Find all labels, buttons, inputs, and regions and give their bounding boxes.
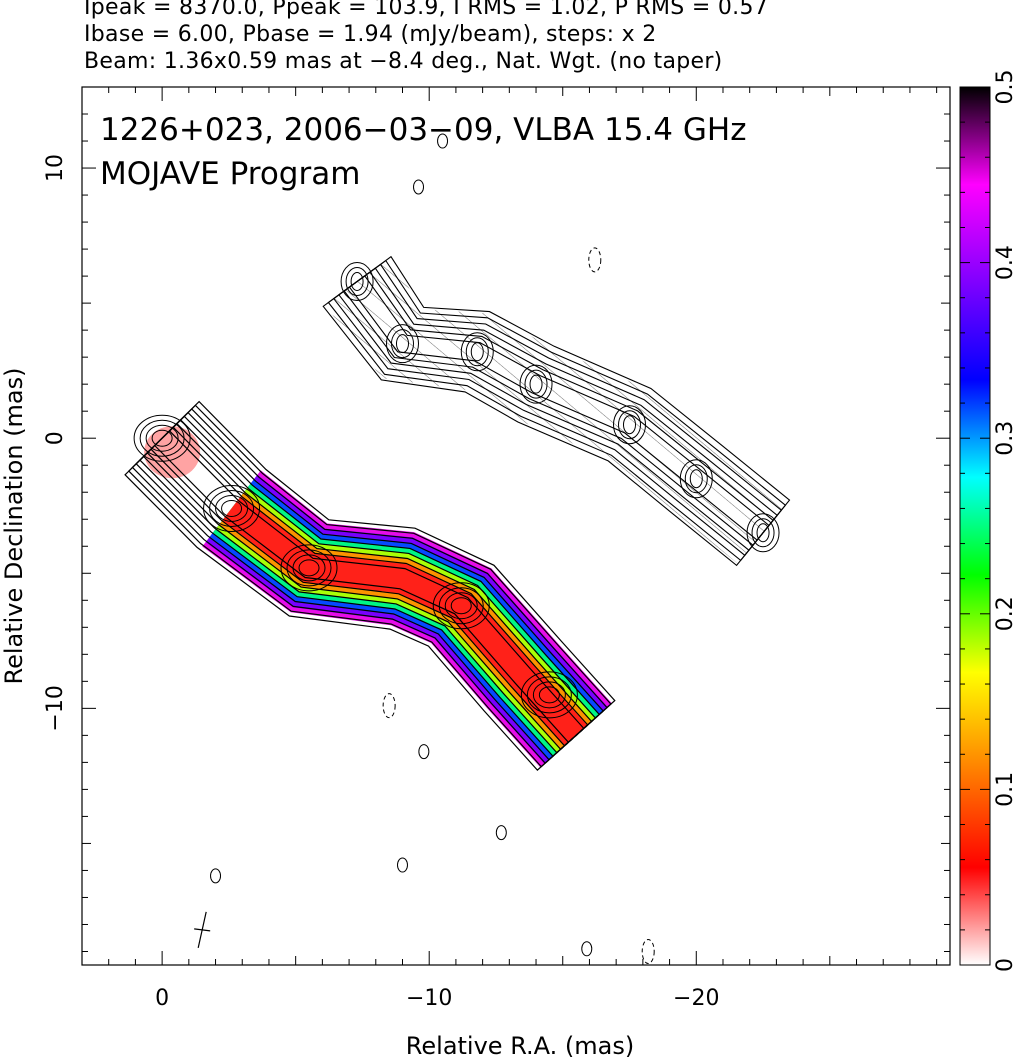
component-contour (432, 582, 490, 630)
polarized-contour (348, 275, 770, 541)
colorbar-tick-label: 0.2 (993, 596, 1018, 631)
polarized-knot-contour (613, 405, 647, 445)
noise-island (413, 179, 425, 195)
component-contour (532, 681, 566, 709)
component-contour (526, 676, 572, 714)
header-line-3: Beam: 1.36x0.59 mas at −8.4 deg., Nat. W… (84, 49, 723, 74)
plot-content (124, 133, 791, 964)
polarized-knot-contour (340, 262, 374, 302)
noise-island (495, 825, 507, 841)
component-contour (538, 686, 560, 704)
polarized-knot-contour (751, 518, 775, 548)
component-contour (520, 671, 578, 719)
polarized-contour (327, 259, 787, 562)
polarized-knot-contour (756, 523, 770, 543)
axes-ticks: 0 −10 −20 10 0 −10 (43, 87, 950, 1011)
intensity-contour (131, 408, 608, 765)
polarized-contour (343, 271, 774, 546)
component-contour (203, 484, 261, 532)
header-line-2: Ibase = 6.00, Pbase = 1.94 (mJy/beam), s… (84, 22, 657, 47)
plot-title: 1226+023, 2006−03−09, VLBA 15.4 GHz (100, 112, 746, 148)
noise-island (418, 744, 430, 760)
component-contour (444, 592, 478, 620)
polarized-knot-contour (689, 469, 703, 489)
polarized-knot-contour (679, 459, 713, 499)
noise-island (437, 133, 449, 149)
x-axis-title: Relative R.A. (mas) (406, 1032, 634, 1060)
polarized-contour (332, 263, 783, 557)
intensity-contour (124, 400, 616, 771)
noise-island (396, 857, 408, 873)
plot-frame (81, 86, 951, 966)
intensity-contour (146, 422, 593, 751)
beam-minor-axis (194, 928, 211, 932)
component-contour (292, 554, 326, 582)
polarized-knot-contour (524, 369, 548, 399)
colorbar-ticks: 0 0.1 0.2 0.3 0.4 0.5 (960, 70, 1018, 972)
colorbar-tick-label: 0 (993, 958, 1018, 972)
polarized-knot-contour (618, 410, 642, 440)
intensity-contour (142, 419, 597, 754)
component-contour (139, 419, 185, 457)
y-tick-label: −10 (43, 685, 68, 731)
negative-contour (382, 693, 396, 719)
colorbar-tick-label: 0.1 (993, 772, 1018, 807)
component-contour (209, 489, 255, 527)
intensity-contour (153, 430, 585, 744)
polarized-knot-contour (746, 513, 780, 553)
component-contour (151, 429, 173, 447)
colorbar-tick-label: 0.3 (993, 421, 1018, 456)
noise-island (581, 941, 593, 957)
component-contour (145, 424, 179, 452)
intensity-contour (150, 426, 589, 747)
polarized-knot-contour (350, 272, 364, 292)
header-line-1: Ipeak = 8370.0, Ppeak = 103.9, I RMS = 1… (84, 0, 769, 20)
intensity-contour (127, 404, 612, 768)
polarized-contour (338, 267, 778, 551)
polarized-knot-contour (345, 267, 369, 297)
negative-contour (588, 247, 602, 273)
polarized-knot-contour (460, 332, 494, 372)
polarized-knot-contour (390, 329, 414, 359)
y-tick-label: 0 (43, 431, 68, 445)
intensity-contour (135, 411, 605, 761)
noise-island (210, 868, 222, 884)
polarized-knot-contour (470, 342, 484, 362)
polarized-knot-contour (395, 334, 409, 354)
component-contour (133, 414, 191, 462)
y-tick-label: 10 (43, 154, 68, 182)
component-contour (450, 597, 472, 615)
x-tick-label: −10 (406, 986, 452, 1011)
component-contour (298, 559, 320, 577)
polarized-knot-contour (529, 374, 543, 394)
colorbar-tick-label: 0.5 (993, 70, 1018, 105)
colorbar (959, 86, 991, 966)
x-tick-label: −20 (673, 986, 719, 1011)
polarized-knot-contour (385, 324, 419, 364)
component-contour (286, 549, 332, 587)
x-tick-label: 0 (155, 986, 169, 1011)
polarized-knot-contour (623, 415, 637, 435)
component-contour (221, 499, 243, 517)
polarized-knot-contour (684, 464, 708, 494)
colorbar-tick-label: 0.4 (993, 245, 1018, 280)
polarized-contour (322, 255, 791, 567)
polarization-core-patch (144, 426, 201, 479)
polarized-knot-contour (465, 337, 489, 367)
polarized-knot-contour (519, 364, 553, 404)
component-contour (280, 544, 338, 592)
plot-subtitle: MOJAVE Program (100, 156, 360, 192)
intensity-contour (139, 415, 601, 758)
y-axis-title: Relative Declination (mas) (0, 367, 28, 684)
negative-contour (641, 938, 655, 964)
component-contour (438, 587, 484, 625)
component-contour (215, 494, 249, 522)
